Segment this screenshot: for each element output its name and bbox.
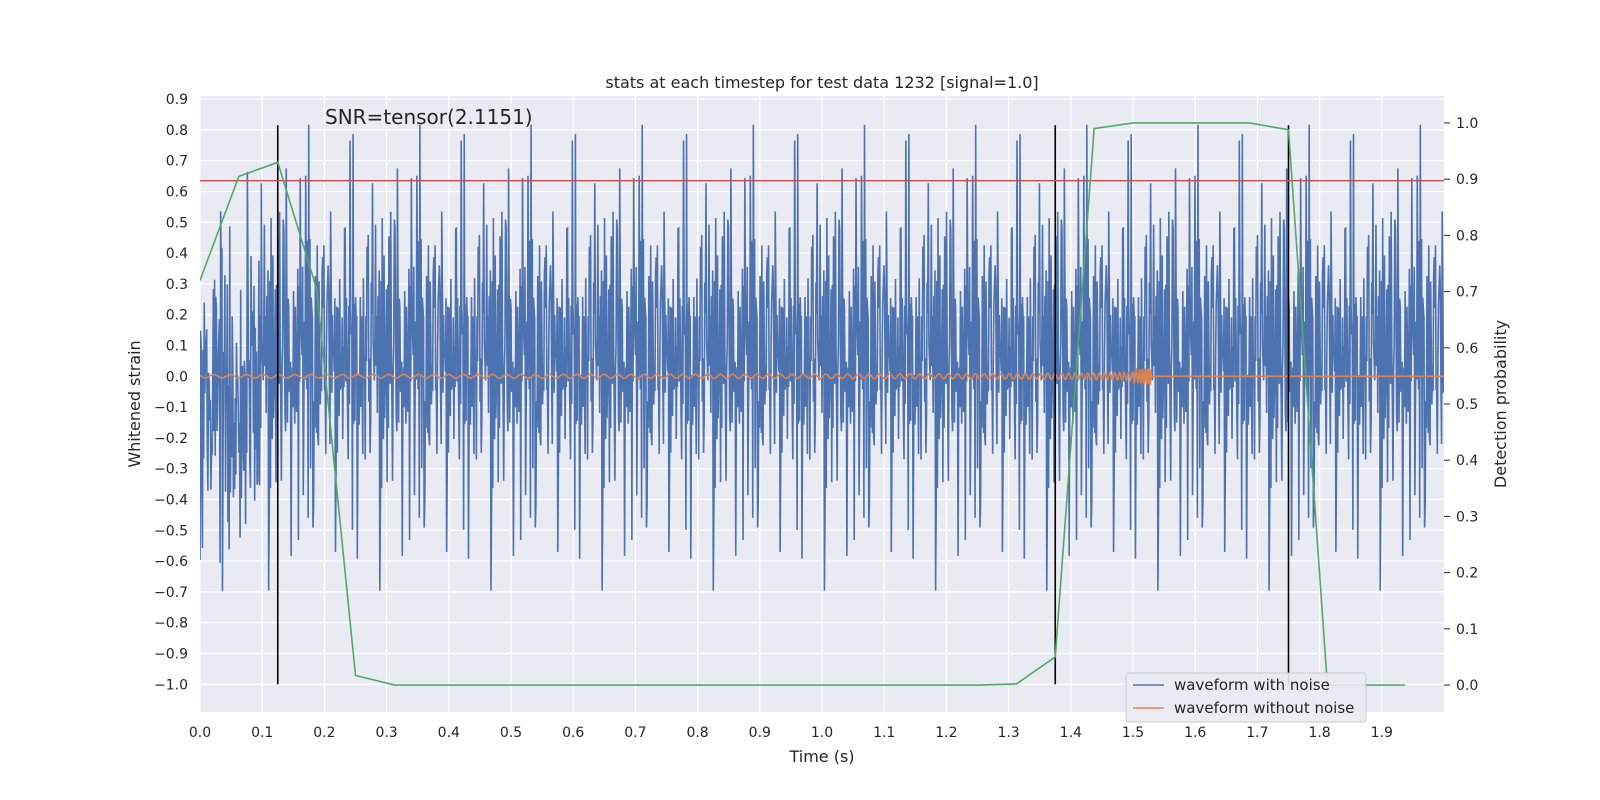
vertical-markers [276, 125, 1290, 685]
legend-label-noise: waveform with noise [1174, 676, 1330, 694]
y-tick-label: −0.7 [154, 585, 188, 601]
y-tick-label: 0.5 [166, 215, 188, 231]
y-tick-label: 0.0 [166, 369, 188, 385]
series-line-waveform-with-noise [200, 124, 1444, 592]
chart-title: stats at each timestep for test data 123… [605, 73, 1038, 92]
y-tick-label: 0.7 [166, 154, 188, 170]
y-tick-label: 0.1 [166, 338, 188, 354]
y2-tick-label: 0.7 [1456, 285, 1478, 301]
y2-axis-ticks: 1.0 0.9 0.8 0.7 0.6 0.5 0.4 0.3 0.2 0.1 0.0 [1444, 116, 1478, 694]
y-tick-label: −0.4 [154, 492, 188, 508]
y-tick-label: −0.8 [154, 616, 188, 632]
plot-area [200, 122, 1444, 686]
series-line-waveform-without-noise [200, 367, 1444, 386]
y2-tick-label: 0.2 [1456, 566, 1478, 582]
x-axis-ticks: 0.0 0.1 0.2 0.3 0.4 0.5 0.6 0.7 0.8 0.9 1.0 1.1 1.2 1… [189, 725, 1393, 741]
x-tick-label: 0.3 [375, 725, 397, 741]
x-tick-label: 0.8 [686, 725, 708, 741]
x-tick-label: 1.3 [997, 725, 1019, 741]
y-tick-label: 0.4 [166, 246, 188, 262]
x-tick-label: 1.2 [935, 725, 957, 741]
x-tick-label: 0.0 [189, 725, 211, 741]
series-line-detection-probability [200, 122, 1406, 686]
y-tick-label: −0.5 [154, 523, 188, 539]
y-tick-label: 0.9 [166, 92, 188, 108]
y-tick-label: −0.3 [154, 462, 188, 478]
y-axis-label: Whitened strain [125, 340, 144, 467]
x-tick-label: 0.7 [624, 725, 646, 741]
y-tick-label: −0.6 [154, 554, 188, 570]
y2-tick-label: 0.6 [1456, 341, 1478, 357]
x-tick-label: 0.1 [251, 725, 273, 741]
x-tick-label: 0.6 [562, 725, 584, 741]
x-tick-label: 1.7 [1246, 725, 1268, 741]
y2-axis-label: Detection probability [1491, 320, 1510, 488]
y2-tick-label: 1.0 [1456, 116, 1478, 132]
y2-tick-label: 0.8 [1456, 228, 1478, 244]
y-tick-label: −0.2 [154, 431, 188, 447]
x-tick-label: 1.5 [1122, 725, 1144, 741]
x-tick-label: 1.6 [1184, 725, 1206, 741]
x-tick-label: 1.1 [873, 725, 895, 741]
x-tick-label: 1.0 [811, 725, 833, 741]
y2-tick-label: 0.9 [1456, 172, 1478, 188]
y-tick-label: 0.6 [166, 184, 188, 200]
y-tick-label: −0.9 [154, 646, 188, 662]
x-tick-label: 0.5 [500, 725, 522, 741]
y2-tick-label: 0.4 [1456, 453, 1478, 469]
y-axis-ticks: 0.9 0.8 0.7 0.6 0.5 0.4 0.3 0.2 0.1 0.0 −0.1 −0.2 −0… [154, 92, 188, 693]
x-tick-label: 0.2 [313, 725, 335, 741]
y-tick-label: −0.1 [154, 400, 188, 416]
y-tick-label: 0.2 [166, 308, 188, 324]
y-tick-label: 0.8 [166, 123, 188, 139]
legend: waveform with noise waveform without noi… [1125, 672, 1367, 723]
x-tick-label: 1.4 [1060, 725, 1082, 741]
x-tick-label: 0.9 [749, 725, 771, 741]
y2-tick-label: 0.1 [1456, 622, 1478, 638]
y2-tick-label: 0.3 [1456, 509, 1478, 525]
y-tick-label: 0.3 [166, 277, 188, 293]
x-tick-label: 1.9 [1371, 725, 1393, 741]
x-tick-label: 1.8 [1308, 725, 1330, 741]
y-tick-label: −1.0 [154, 677, 188, 693]
x-tick-label: 0.4 [438, 725, 460, 741]
y2-tick-label: 0.0 [1456, 678, 1478, 694]
legend-box [1125, 672, 1367, 723]
y2-tick-label: 0.5 [1456, 397, 1478, 413]
snr-annotation: SNR=tensor(2.1151) [325, 105, 533, 129]
x-axis-label: Time (s) [788, 747, 854, 766]
legend-label-clean: waveform without noise [1174, 699, 1354, 717]
